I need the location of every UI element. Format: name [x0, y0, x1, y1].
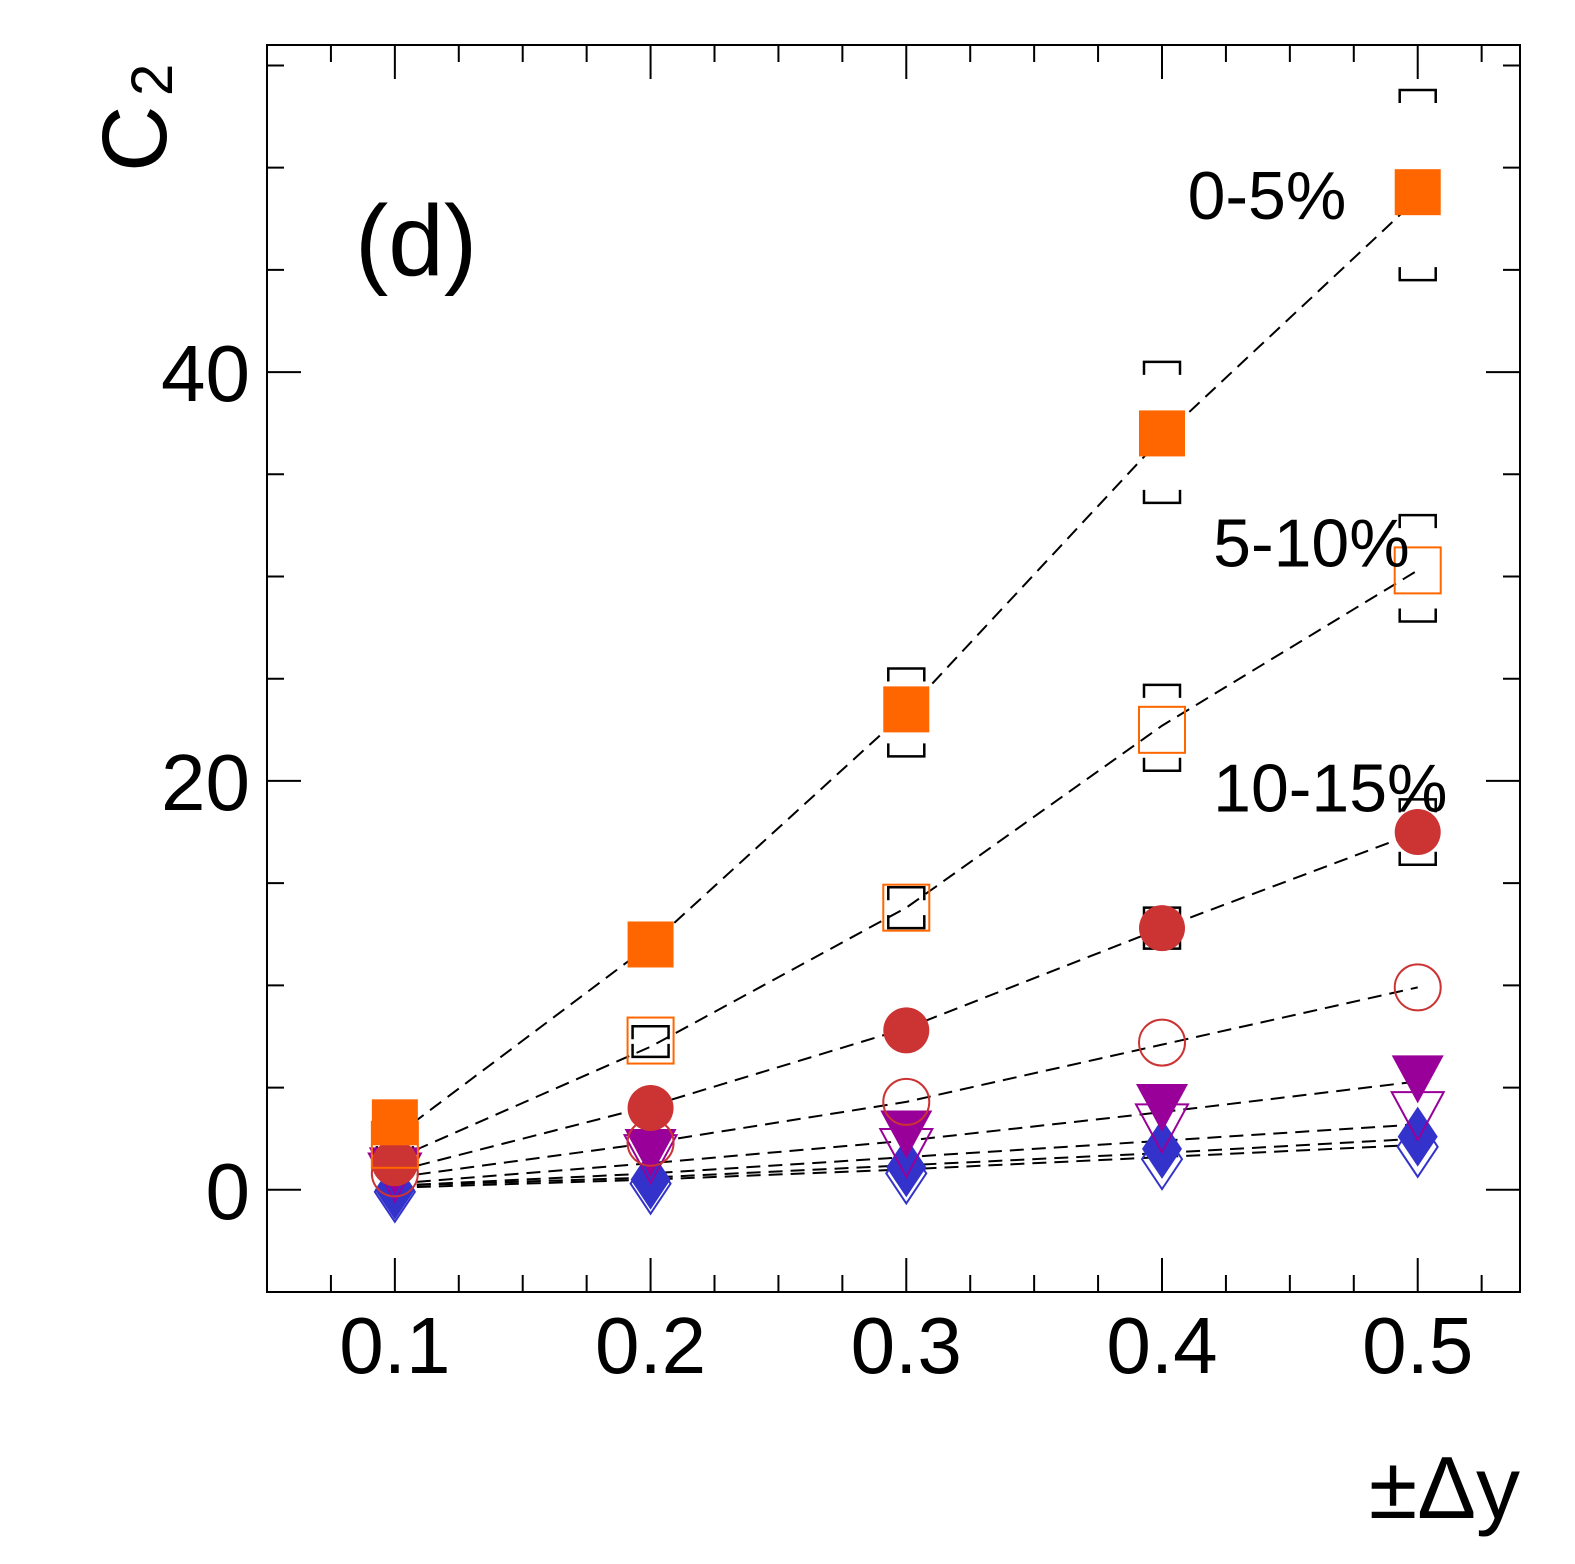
data-point-square [626, 1016, 675, 1065]
x-tick-label: 0.3 [851, 1301, 962, 1390]
x-axis-label: ±Δy [1369, 1438, 1520, 1537]
data-point-square [1393, 546, 1442, 595]
data-point-square [1138, 705, 1186, 754]
systematic-bracket [1142, 489, 1182, 505]
data-point-square [371, 1099, 418, 1146]
data-point-circle [627, 1085, 674, 1132]
systematic-bracket [887, 667, 926, 682]
systematic-bracket [1398, 798, 1437, 813]
data-point-circle [883, 1007, 930, 1054]
x-tick-label: 0.2 [595, 1301, 706, 1390]
plot-frame [266, 44, 1521, 1293]
systematic-bracket [631, 1025, 670, 1040]
y-axis-label-main: C [84, 106, 186, 172]
y-tick-label: 40 [161, 329, 250, 418]
centrality-label: 10-15% [1213, 751, 1447, 827]
labels-layer: (d) ±Δy C 2 0.1 0.2 0.3 0.4 0.5 0 20 40 0-5% 5-10… [84, 64, 1520, 1537]
data-point-circle [371, 1140, 418, 1187]
systematic-bracket [887, 915, 926, 930]
panel-label: (d) [355, 185, 477, 297]
y-axis-label: C 2 [84, 64, 186, 172]
systematic-bracket [887, 885, 926, 901]
data-point-circle [1139, 905, 1185, 952]
data-point-square [627, 921, 674, 968]
systematic-bracket [1398, 851, 1437, 866]
data-point-circle [1138, 1018, 1186, 1067]
data-point-triangle [624, 1128, 677, 1177]
systematic-bracket [1398, 608, 1437, 623]
data-point-circle [1393, 963, 1442, 1012]
y-tick-label: 0 [206, 1147, 251, 1236]
systematic-bracket [1398, 267, 1437, 282]
fit-line [394, 569, 1419, 1161]
systematic-bracket [1398, 88, 1437, 103]
y-tick-label: 20 [161, 738, 250, 827]
systematic-bracket [1142, 683, 1182, 698]
data-point-triangle [1391, 1055, 1444, 1104]
data-point-triangle [1136, 1083, 1188, 1132]
x-tick-label: 0.4 [1106, 1301, 1217, 1390]
x-tick-label: 0.5 [1362, 1301, 1473, 1390]
systematic-bracket [631, 1043, 670, 1059]
data-point-square [882, 883, 931, 932]
systematic-bracket [1398, 513, 1437, 529]
markers-layer [367, 169, 1446, 1224]
data-point-square [1394, 169, 1441, 216]
data-point-circle [882, 1077, 931, 1126]
fit-line [394, 986, 1418, 1179]
data-point-triangle [880, 1110, 933, 1159]
systematic-bracket [1142, 360, 1182, 375]
systematic-bracket [1142, 757, 1182, 772]
data-point-diamond [886, 1137, 927, 1198]
systematic-bracket [887, 743, 926, 758]
data-point-square [883, 686, 930, 733]
data-point-circle [1394, 809, 1441, 856]
centrality-label: 0-5% [1188, 158, 1347, 234]
x-tick-label: 0.1 [339, 1301, 450, 1390]
centrality-label: 5-10% [1213, 505, 1410, 581]
y-axis-label-subscript: 2 [120, 64, 185, 96]
data-point-square [1139, 410, 1185, 457]
